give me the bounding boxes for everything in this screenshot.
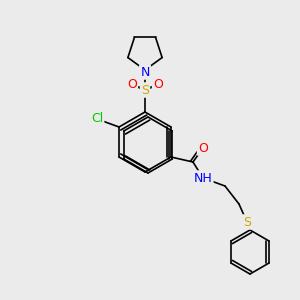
Text: N: N (140, 65, 150, 79)
Text: Cl: Cl (91, 112, 103, 125)
Text: O: O (153, 79, 163, 92)
Text: S: S (243, 215, 251, 229)
Text: O: O (198, 142, 208, 154)
Text: NH: NH (194, 172, 212, 184)
Text: O: O (127, 79, 137, 92)
Text: S: S (141, 83, 149, 97)
